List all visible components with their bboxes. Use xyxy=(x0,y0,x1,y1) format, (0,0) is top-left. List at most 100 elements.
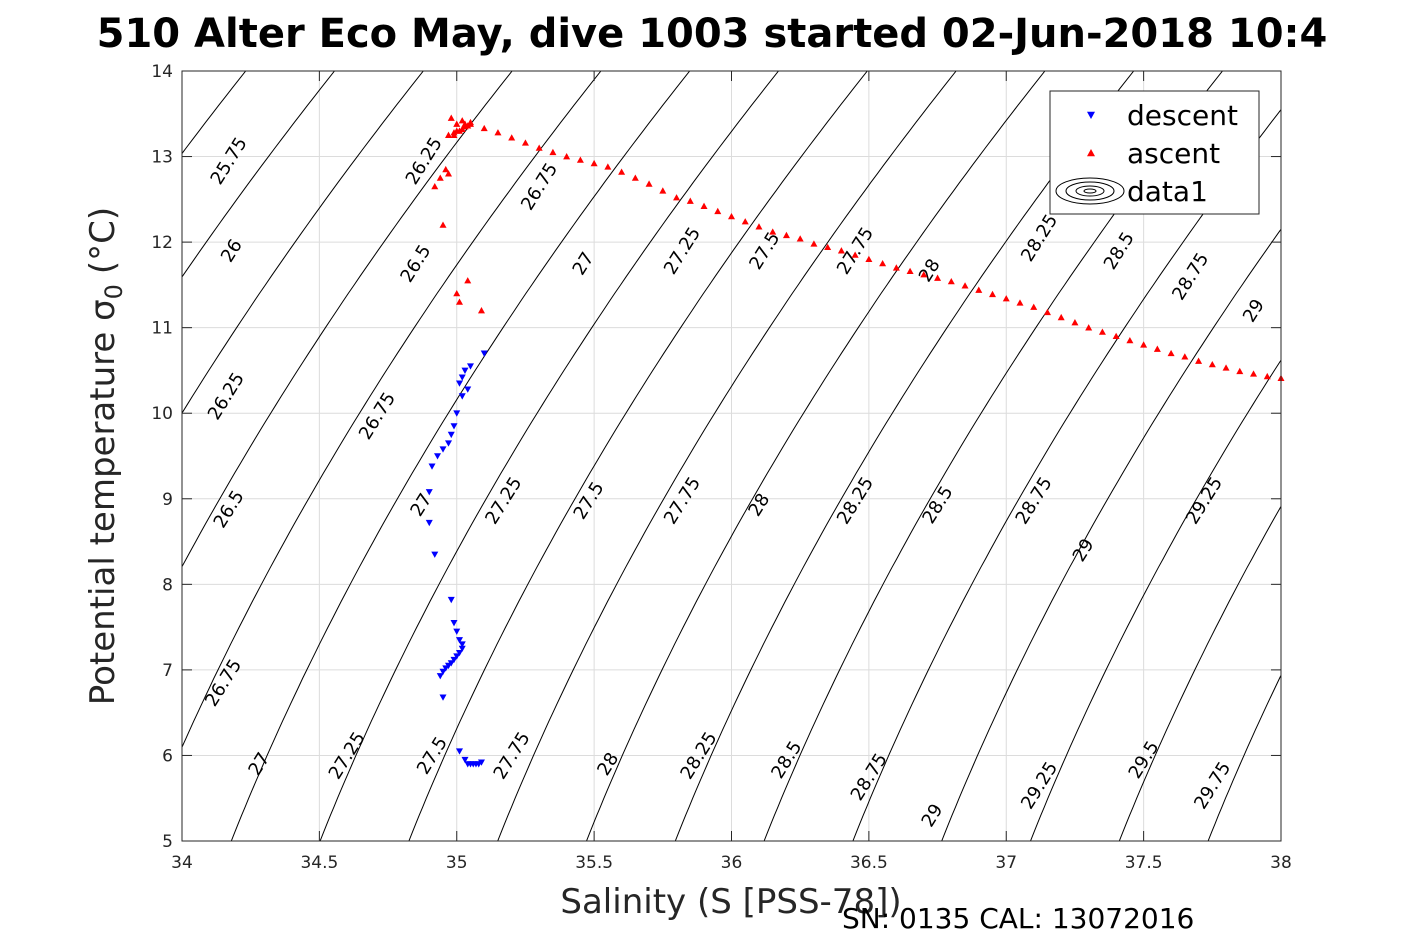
ascent-point-9 xyxy=(445,131,453,138)
ascent-point-57 xyxy=(947,277,955,285)
legend-contour-icon xyxy=(1055,177,1125,205)
y-tick-label-4: 9 xyxy=(162,490,173,510)
ascent-point-71 xyxy=(1140,341,1148,348)
contour-line-4 xyxy=(182,71,602,749)
contour-line-6 xyxy=(319,71,780,841)
descent-point-31 xyxy=(439,694,447,701)
ascent-point-30 xyxy=(576,156,584,163)
ascent-point-37 xyxy=(673,194,681,201)
ascent-point-38 xyxy=(686,197,694,204)
contour-line-14 xyxy=(1029,359,1281,841)
ascent-point-41 xyxy=(728,212,735,220)
ascent-point-58 xyxy=(961,282,969,289)
serial-calibration-note: SN: 0135 CAL: 13072016 xyxy=(842,902,1194,935)
descent-point-11 xyxy=(439,446,447,453)
ascent-point-55 xyxy=(920,271,928,278)
descent-point-2 xyxy=(461,367,469,374)
contour-line-1 xyxy=(182,71,336,278)
y-tick-label-9: 14 xyxy=(151,62,173,82)
legend: descent ascent data1 xyxy=(1049,90,1260,215)
contour-line-0 xyxy=(182,71,247,155)
ascent-point-8 xyxy=(442,165,450,173)
ascent-point-42 xyxy=(741,218,749,225)
ascent-point-51 xyxy=(865,255,873,263)
ascent-point-80 xyxy=(1263,372,1271,380)
x-axis-ticks: 34 34.5 35 35.5 36 36.5 37 37.5 38 xyxy=(171,71,1292,873)
y-tick-label-1: 6 xyxy=(162,746,173,766)
legend-contour-ring-3 xyxy=(1083,188,1097,194)
descent-point-4 xyxy=(455,380,463,387)
ascent-point-48 xyxy=(824,243,832,251)
ascent-point-56 xyxy=(934,274,942,281)
descent-point-12 xyxy=(434,453,442,460)
ascent-point-75 xyxy=(1195,357,1203,364)
descent-point-29 xyxy=(439,668,447,676)
contour-line-2 xyxy=(182,71,424,414)
contour-line-3 xyxy=(182,71,513,568)
descent-point-33 xyxy=(461,756,469,764)
descent-point-20 xyxy=(455,637,463,644)
contour-line-8 xyxy=(497,71,957,841)
y-tick-label-7: 12 xyxy=(151,233,173,253)
chart-title: 510 Alter Eco May, dive 1003 started 02-… xyxy=(97,11,1328,57)
x-tick-label-4: 36 xyxy=(721,853,743,873)
ascent-point-40 xyxy=(714,207,722,215)
y-axis-label-main: Potential temperature σ xyxy=(83,299,123,705)
ascent-point-29 xyxy=(563,153,571,160)
ascent-point-24 xyxy=(494,129,502,136)
legend-box xyxy=(1049,90,1260,215)
ascent-point-15 xyxy=(453,120,461,127)
ascent-point-49 xyxy=(837,247,845,254)
ascent-point-53 xyxy=(892,264,900,271)
descent-point-1 xyxy=(466,363,474,370)
ascent-point-72 xyxy=(1153,345,1161,352)
descent-point-9 xyxy=(447,431,455,439)
ascent-point-39 xyxy=(700,202,708,209)
x-tick-label-2: 35 xyxy=(446,853,468,873)
y-tick-label-8: 13 xyxy=(151,148,173,168)
ascent-point-74 xyxy=(1181,353,1189,360)
contour-line-16 xyxy=(1207,674,1281,841)
ascent-point-23 xyxy=(480,124,488,132)
ascent-point-3 xyxy=(455,298,463,305)
ascent-point-52 xyxy=(879,260,887,267)
ascent-point-54 xyxy=(906,267,914,274)
ascent-point-19 xyxy=(458,125,466,132)
contour-line-13 xyxy=(941,228,1281,841)
descent-point-22 xyxy=(458,645,466,652)
descent-point-5 xyxy=(458,393,466,400)
ascent-point-70 xyxy=(1126,337,1134,344)
ascent-point-78 xyxy=(1236,367,1244,375)
y-tick-label-0: 5 xyxy=(162,832,173,852)
descent-point-8 xyxy=(450,423,458,430)
y-tick-label-2: 7 xyxy=(162,661,173,681)
ascent-point-68 xyxy=(1098,328,1106,335)
ascent-point-25 xyxy=(508,134,516,141)
ascent-point-36 xyxy=(659,187,667,194)
descent-point-6 xyxy=(464,386,472,393)
ascent-point-79 xyxy=(1250,370,1258,377)
ascent-point-43 xyxy=(755,223,763,230)
ascent-point-27 xyxy=(535,144,543,151)
x-tick-label-7: 37.5 xyxy=(1125,853,1163,873)
descent-point-23 xyxy=(455,649,463,657)
ascent-series xyxy=(431,114,1285,381)
y-axis-label: Potential temperature σ0 (°C) xyxy=(83,207,128,705)
ascent-point-46 xyxy=(796,235,804,242)
ascent-point-16 xyxy=(447,114,455,121)
descent-point-32 xyxy=(455,748,463,755)
ascent-point-28 xyxy=(549,148,557,156)
y-axis-label-unit: (°C) xyxy=(83,207,123,274)
ascent-point-65 xyxy=(1057,313,1065,321)
descent-series xyxy=(425,350,488,768)
legend-marker-descent xyxy=(1087,111,1095,119)
descent-point-25 xyxy=(450,656,458,664)
ascent-point-35 xyxy=(645,180,653,187)
ascent-point-66 xyxy=(1071,319,1079,326)
ascent-point-59 xyxy=(975,286,983,293)
contour-line-15 xyxy=(1118,505,1281,841)
descent-point-10 xyxy=(445,440,453,447)
contour-line-7 xyxy=(408,71,868,841)
legend-label-ascent: ascent xyxy=(1127,137,1220,170)
x-tick-label-5: 36.5 xyxy=(850,853,888,873)
